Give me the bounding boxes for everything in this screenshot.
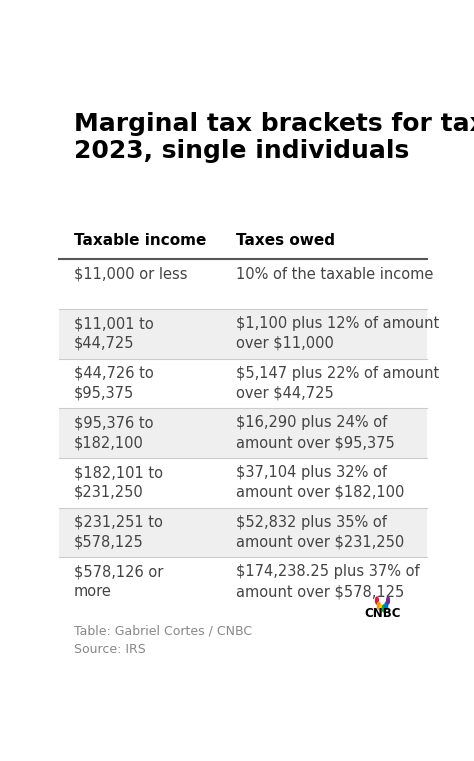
Text: Taxes owed: Taxes owed bbox=[236, 233, 335, 248]
Ellipse shape bbox=[375, 597, 378, 604]
Text: $174,238.25 plus 37% of
amount over $578,125: $174,238.25 plus 37% of amount over $578… bbox=[236, 565, 419, 599]
FancyBboxPatch shape bbox=[59, 458, 427, 508]
Text: Marginal tax brackets for tax year
2023, single individuals: Marginal tax brackets for tax year 2023,… bbox=[74, 112, 474, 163]
FancyBboxPatch shape bbox=[59, 508, 427, 557]
Text: $95,376 to
$182,100: $95,376 to $182,100 bbox=[74, 416, 154, 451]
Text: Table: Gabriel Cortes / CNBC
Source: IRS: Table: Gabriel Cortes / CNBC Source: IRS bbox=[74, 625, 252, 655]
Ellipse shape bbox=[377, 602, 380, 609]
Text: $52,832 plus 35% of
amount over $231,250: $52,832 plus 35% of amount over $231,250 bbox=[236, 514, 404, 549]
FancyBboxPatch shape bbox=[59, 309, 427, 358]
Text: $182,101 to
$231,250: $182,101 to $231,250 bbox=[74, 465, 163, 500]
Text: $1,100 plus 12% of amount
over $11,000: $1,100 plus 12% of amount over $11,000 bbox=[236, 316, 439, 351]
Text: $11,001 to
$44,725: $11,001 to $44,725 bbox=[74, 316, 154, 351]
FancyBboxPatch shape bbox=[59, 358, 427, 409]
FancyBboxPatch shape bbox=[59, 557, 427, 607]
Ellipse shape bbox=[385, 602, 388, 609]
Text: $5,147 plus 22% of amount
over $44,725: $5,147 plus 22% of amount over $44,725 bbox=[236, 366, 439, 400]
Ellipse shape bbox=[383, 605, 385, 612]
Text: $37,104 plus 32% of
amount over $182,100: $37,104 plus 32% of amount over $182,100 bbox=[236, 465, 404, 500]
Text: CNBC: CNBC bbox=[364, 607, 401, 620]
Ellipse shape bbox=[387, 597, 390, 604]
FancyBboxPatch shape bbox=[59, 260, 427, 309]
FancyBboxPatch shape bbox=[59, 409, 427, 458]
Text: $231,251 to
$578,125: $231,251 to $578,125 bbox=[74, 514, 163, 549]
Text: $16,290 plus 24% of
amount over $95,375: $16,290 plus 24% of amount over $95,375 bbox=[236, 416, 394, 451]
Text: $44,726 to
$95,375: $44,726 to $95,375 bbox=[74, 366, 154, 400]
Text: $578,126 or
more: $578,126 or more bbox=[74, 565, 164, 599]
Text: $11,000 or less: $11,000 or less bbox=[74, 266, 187, 282]
Text: Taxable income: Taxable income bbox=[74, 233, 206, 248]
Text: 10% of the taxable income: 10% of the taxable income bbox=[236, 266, 433, 282]
Ellipse shape bbox=[380, 605, 383, 612]
